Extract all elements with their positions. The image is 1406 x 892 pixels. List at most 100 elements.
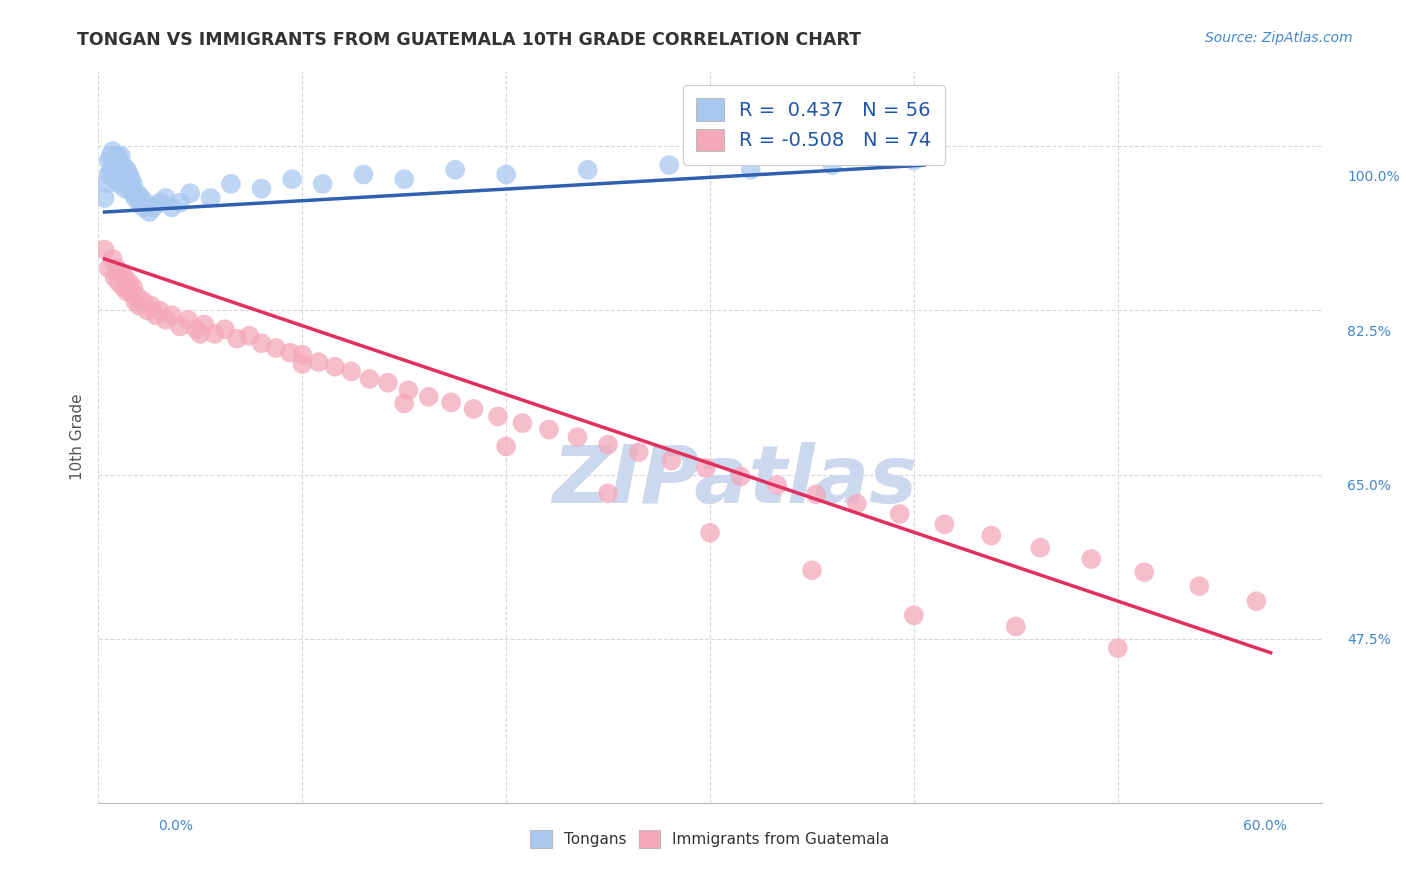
Point xyxy=(278,345,301,359)
Point xyxy=(730,469,752,483)
Point xyxy=(512,416,534,430)
Point xyxy=(219,177,242,191)
Point xyxy=(97,261,120,276)
Point xyxy=(340,364,363,378)
Point xyxy=(576,162,599,177)
Point xyxy=(138,205,160,219)
Point xyxy=(122,280,145,294)
Point xyxy=(128,299,150,313)
Point xyxy=(323,359,346,374)
Point xyxy=(108,276,131,290)
Point xyxy=(127,289,149,303)
Point xyxy=(804,487,827,501)
Point xyxy=(250,181,273,195)
Point xyxy=(444,162,467,177)
Text: 60.0%: 60.0% xyxy=(1243,819,1288,833)
Point xyxy=(377,376,399,390)
Point xyxy=(160,308,183,322)
Point xyxy=(567,430,589,444)
Text: 0.0%: 0.0% xyxy=(159,819,193,833)
Point xyxy=(598,437,620,451)
Point xyxy=(1029,541,1052,555)
Point xyxy=(740,162,762,177)
Point xyxy=(118,168,141,182)
Point xyxy=(101,162,124,177)
Point xyxy=(845,497,868,511)
Point xyxy=(118,276,141,290)
Point xyxy=(659,453,682,467)
Point xyxy=(214,322,236,336)
Point xyxy=(291,347,314,361)
Point xyxy=(105,261,128,276)
Point xyxy=(105,162,128,177)
Point xyxy=(122,177,145,191)
Point xyxy=(122,186,145,201)
Point xyxy=(359,372,381,386)
Point xyxy=(118,177,141,191)
Point xyxy=(104,270,127,285)
Point xyxy=(169,319,191,334)
Point xyxy=(200,191,222,205)
Point xyxy=(801,563,824,577)
Point xyxy=(110,266,132,280)
Point xyxy=(188,326,212,341)
Point xyxy=(699,525,721,540)
Point xyxy=(204,326,226,341)
Point xyxy=(155,191,177,205)
Point xyxy=(120,172,142,186)
Point xyxy=(128,195,150,210)
Point xyxy=(93,191,115,205)
Point xyxy=(186,322,208,336)
Point xyxy=(160,200,183,214)
Point xyxy=(111,158,134,172)
Point xyxy=(134,195,156,210)
Point xyxy=(392,172,416,186)
Point xyxy=(115,162,138,177)
Point xyxy=(226,332,249,346)
Point xyxy=(1107,641,1129,656)
Point xyxy=(766,478,789,492)
Text: ZIPatlas: ZIPatlas xyxy=(553,442,917,520)
Point xyxy=(93,243,115,257)
Point xyxy=(111,172,134,186)
Point xyxy=(312,177,335,191)
Point xyxy=(250,336,273,351)
Point xyxy=(127,186,149,201)
Point xyxy=(114,181,136,195)
Point xyxy=(97,168,120,182)
Point xyxy=(104,172,127,186)
Point xyxy=(149,303,172,318)
Point xyxy=(101,252,124,266)
Point xyxy=(396,383,419,397)
Text: 65.0%: 65.0% xyxy=(1347,479,1391,492)
Point xyxy=(598,486,620,500)
Point xyxy=(1188,579,1211,593)
Point xyxy=(132,294,155,309)
Text: Source: ZipAtlas.com: Source: ZipAtlas.com xyxy=(1205,31,1353,45)
Point xyxy=(120,285,142,299)
Point xyxy=(1080,552,1102,566)
Point xyxy=(903,608,925,623)
Text: 47.5%: 47.5% xyxy=(1347,632,1391,647)
Point xyxy=(100,162,122,177)
Point xyxy=(115,172,138,186)
Text: TONGAN VS IMMIGRANTS FROM GUATEMALA 10TH GRADE CORRELATION CHART: TONGAN VS IMMIGRANTS FROM GUATEMALA 10TH… xyxy=(77,31,862,49)
Point xyxy=(111,280,134,294)
Point xyxy=(110,162,132,177)
Point xyxy=(821,158,844,172)
Point xyxy=(120,181,142,195)
Point xyxy=(486,409,509,424)
Point xyxy=(291,357,314,371)
Point xyxy=(695,461,717,475)
Text: 100.0%: 100.0% xyxy=(1347,170,1399,185)
Point xyxy=(141,299,163,313)
Text: 82.5%: 82.5% xyxy=(1347,325,1391,339)
Point xyxy=(308,355,330,369)
Point xyxy=(145,308,167,322)
Point xyxy=(136,303,159,318)
Point xyxy=(1004,619,1026,633)
Point xyxy=(124,294,146,309)
Point xyxy=(463,401,485,416)
Point xyxy=(104,158,127,172)
Point xyxy=(889,507,911,521)
